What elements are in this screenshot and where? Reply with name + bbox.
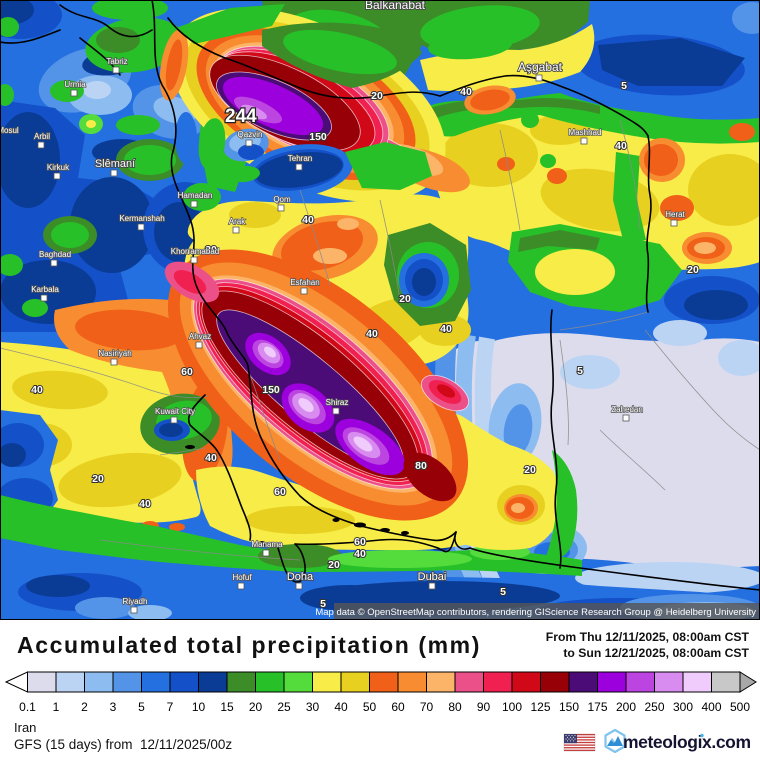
svg-text:40: 40 [31, 384, 43, 396]
svg-text:80: 80 [415, 460, 427, 472]
svg-text:40: 40 [366, 328, 378, 340]
svg-text:Riyadh: Riyadh [123, 597, 148, 606]
svg-text:40: 40 [615, 140, 627, 152]
svg-text:20: 20 [92, 473, 104, 485]
svg-text:250: 250 [644, 700, 664, 714]
svg-text:60: 60 [391, 700, 405, 714]
svg-text:Herat: Herat [665, 210, 685, 219]
svg-text:50: 50 [363, 700, 377, 714]
svg-text:meteologix.com: meteologix.com [623, 732, 751, 752]
svg-text:60: 60 [354, 536, 366, 548]
svg-text:90: 90 [477, 700, 491, 714]
svg-text:30: 30 [306, 700, 320, 714]
svg-text:25: 25 [277, 700, 291, 714]
svg-text:400: 400 [701, 700, 721, 714]
svg-text:200: 200 [616, 700, 636, 714]
svg-text:5: 5 [621, 80, 627, 92]
svg-text:0.1: 0.1 [19, 700, 36, 714]
svg-text:80: 80 [448, 700, 462, 714]
svg-text:Nasiriyah: Nasiriyah [98, 349, 131, 358]
svg-text:Ahvaz: Ahvaz [189, 332, 211, 341]
svg-text:300: 300 [673, 700, 693, 714]
svg-text:2: 2 [81, 700, 88, 714]
svg-text:150: 150 [262, 384, 280, 396]
svg-text:150: 150 [559, 700, 579, 714]
svg-text:244: 244 [225, 106, 257, 127]
svg-text:Kuwait City: Kuwait City [155, 407, 195, 416]
svg-text:150: 150 [309, 131, 327, 143]
svg-text:Hofuf: Hofuf [232, 573, 252, 582]
svg-text:20: 20 [249, 700, 263, 714]
svg-text:Doha: Doha [287, 571, 314, 583]
svg-text:20: 20 [687, 264, 699, 276]
svg-text:40: 40 [460, 86, 472, 98]
svg-text:125: 125 [530, 700, 550, 714]
svg-text:20: 20 [524, 464, 536, 476]
svg-text:500: 500 [730, 700, 750, 714]
svg-text:40: 40 [354, 548, 366, 560]
svg-text:20: 20 [371, 90, 383, 102]
svg-text:15: 15 [220, 700, 234, 714]
svg-text:Esfahan: Esfahan [290, 278, 319, 287]
svg-text:Khorramabad: Khorramabad [171, 247, 219, 256]
svg-text:40: 40 [440, 323, 452, 335]
svg-text:7: 7 [167, 700, 174, 714]
svg-text:40: 40 [334, 700, 348, 714]
svg-text:Urmia: Urmia [64, 80, 86, 89]
svg-text:Slêmaní: Slêmaní [95, 158, 135, 170]
svg-text:Karbala: Karbala [31, 285, 59, 294]
svg-text:20: 20 [328, 559, 340, 571]
svg-text:40: 40 [139, 498, 151, 510]
svg-text:3: 3 [110, 700, 117, 714]
svg-text:Mosul: Mosul [0, 126, 19, 135]
svg-text:20: 20 [399, 293, 411, 305]
svg-text:5: 5 [500, 586, 506, 598]
svg-text:Tabriz: Tabriz [106, 57, 127, 66]
svg-text:1: 1 [53, 700, 60, 714]
svg-text:5: 5 [577, 365, 583, 377]
svg-text:Kirkuk: Kirkuk [47, 163, 70, 172]
svg-text:10: 10 [192, 700, 206, 714]
svg-text:Dubai: Dubai [418, 571, 447, 583]
svg-text:175: 175 [587, 700, 607, 714]
svg-text:60: 60 [274, 486, 286, 498]
svg-text:Zahedan: Zahedan [611, 405, 643, 414]
svg-text:Aşgabat: Aşgabat [518, 60, 563, 74]
svg-text:40: 40 [302, 214, 314, 226]
svg-text:Kermanshah: Kermanshah [119, 214, 164, 223]
svg-text:Shiraz: Shiraz [326, 398, 349, 407]
svg-text:40: 40 [205, 452, 217, 464]
svg-text:Arak: Arak [229, 217, 246, 226]
svg-text:Manama: Manama [251, 540, 283, 549]
svg-text:20: 20 [205, 244, 217, 256]
svg-text:Baghdad: Baghdad [39, 250, 71, 259]
svg-text:Tehran: Tehran [288, 154, 312, 163]
svg-text:Qom: Qom [273, 195, 291, 204]
svg-text:Arbil: Arbil [34, 132, 50, 141]
svg-text:Map data © OpenStreetMap contr: Map data © OpenStreetMap contributors, r… [315, 607, 756, 618]
svg-text:5: 5 [320, 598, 326, 610]
svg-text:70: 70 [420, 700, 434, 714]
svg-text:Hamadan: Hamadan [178, 191, 213, 200]
svg-text:100: 100 [502, 700, 522, 714]
svg-text:5: 5 [138, 700, 145, 714]
svg-text:Mashhad: Mashhad [569, 128, 602, 137]
svg-text:Qazvin: Qazvin [238, 130, 263, 139]
svg-text:60: 60 [181, 366, 193, 378]
svg-text:Balkanabat: Balkanabat [365, 0, 426, 12]
